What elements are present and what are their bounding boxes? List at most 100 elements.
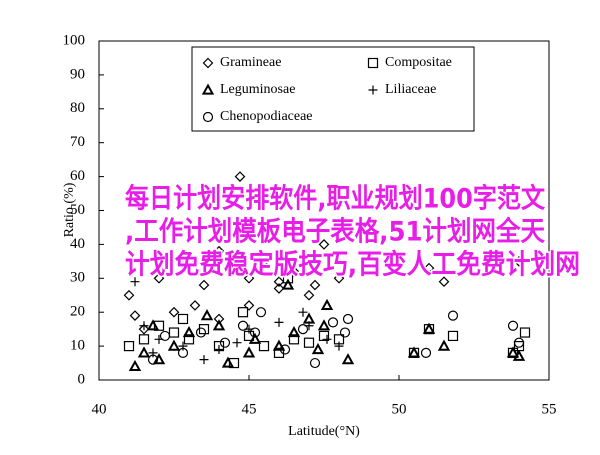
point: [287, 325, 301, 338]
point: [318, 330, 330, 342]
y-tick-label: 80: [70, 100, 85, 116]
point: [281, 278, 295, 290]
point: [320, 298, 334, 311]
legend-marker: [202, 57, 214, 69]
point: [198, 324, 210, 335]
point: [333, 272, 345, 284]
point: [243, 272, 255, 284]
overlay-text: 计划免费稳定版技巧,百变人工免费计划网: [125, 249, 580, 281]
point: [327, 317, 339, 328]
point: [309, 357, 321, 369]
point: [339, 327, 351, 338]
point: [303, 289, 315, 301]
point: [148, 348, 158, 358]
point: [167, 339, 181, 351]
point: [198, 279, 210, 291]
point: [189, 300, 201, 311]
point: [288, 334, 300, 345]
point: [177, 313, 189, 325]
point: [512, 349, 526, 361]
y-tick-label: 60: [70, 168, 85, 184]
point: [273, 283, 285, 294]
point: [513, 337, 525, 348]
point: [288, 266, 300, 277]
point: [297, 324, 309, 335]
point: [199, 355, 209, 365]
point: [243, 300, 255, 311]
point: [147, 354, 159, 365]
point: [123, 289, 135, 301]
point: [213, 313, 225, 325]
legend-box: [191, 46, 475, 132]
point: [273, 347, 285, 358]
x-tick-label: 55: [542, 401, 557, 417]
point: [178, 341, 188, 351]
point: [317, 319, 331, 331]
point: [249, 327, 261, 338]
point: [138, 334, 150, 345]
point: [303, 337, 315, 348]
x-tick-label: 45: [242, 401, 257, 417]
point: [183, 256, 195, 267]
legend-label: Chenopodiaceae: [220, 109, 313, 124]
point: [342, 313, 354, 325]
point: [437, 339, 451, 351]
point: [274, 317, 284, 327]
point: [129, 310, 141, 321]
point: [130, 277, 140, 287]
point: [146, 319, 160, 331]
point: [322, 334, 332, 344]
y-tick-label: 100: [63, 32, 86, 48]
point: [123, 341, 135, 352]
point: [334, 341, 344, 351]
point: [273, 276, 285, 288]
y-tick-label: 70: [70, 134, 85, 150]
point: [248, 332, 262, 344]
point: [255, 307, 267, 318]
y-tick-label: 90: [70, 66, 85, 82]
point: [279, 344, 291, 355]
point: [137, 346, 151, 358]
point: [195, 327, 207, 338]
point: [258, 341, 270, 352]
overlay-text: 每日计划安排软件,职业规划100字范文: [125, 183, 546, 215]
point: [272, 339, 286, 351]
point: [438, 276, 450, 288]
point: [422, 322, 436, 334]
point: [213, 245, 225, 257]
point: [200, 309, 214, 321]
legend-marker: [201, 83, 215, 95]
legend-label: Gramineae: [220, 55, 281, 70]
point: [407, 346, 421, 358]
point: [447, 330, 459, 342]
legend-label: Leguminosae: [220, 82, 295, 97]
point: [513, 256, 525, 267]
point: [507, 320, 519, 331]
point: [420, 347, 432, 358]
point: [153, 272, 165, 284]
legend-label: Liliaceae: [385, 82, 436, 97]
point: [138, 323, 150, 335]
y-tick-label: 10: [70, 338, 85, 354]
legend-marker: [368, 85, 378, 95]
point: [311, 342, 325, 355]
point: [258, 256, 270, 267]
point: [168, 306, 180, 318]
overlay-text: ,工作计划模板电子表格,51计划网全天: [125, 216, 545, 248]
point: [183, 334, 195, 345]
point: [168, 327, 180, 338]
x-axis-label: Latitude(°N): [288, 424, 360, 439]
point: [447, 310, 459, 321]
point: [128, 359, 142, 372]
point: [519, 327, 531, 338]
point: [423, 262, 435, 274]
x-tick-label: 50: [392, 401, 407, 417]
x-tick-label: 40: [92, 401, 107, 417]
legend-marker: [367, 57, 379, 69]
point: [298, 307, 308, 317]
point: [309, 279, 321, 291]
point: [219, 337, 231, 348]
point: [506, 346, 520, 358]
point: [182, 325, 196, 338]
